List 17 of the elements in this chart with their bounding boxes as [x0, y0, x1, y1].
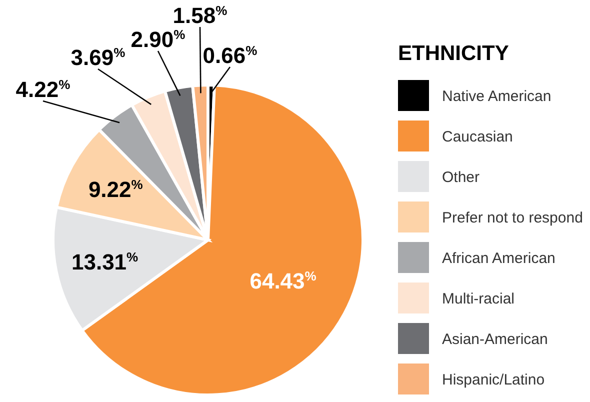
data-label: 3.69$^{%}$ [70, 45, 126, 70]
data-label: 4.22$^{%}$ [16, 77, 71, 102]
legend-label: Other [442, 169, 480, 186]
legend-label: Native American [442, 88, 552, 105]
data-label: 2.90$^{%}$ [130, 27, 186, 52]
data-label: 64.43$^{%}$ [250, 268, 317, 294]
data-label: 1.58$^{%}$ [172, 3, 228, 28]
legend-label: Prefer not to respond [442, 210, 583, 226]
legend-title: ETHNICITY [398, 42, 509, 65]
data-label: 0.66$^{%}$ [202, 43, 258, 68]
legend-label: Multi-racial [442, 290, 515, 308]
data-label: 9.22$^{%}$ [88, 177, 144, 202]
legend-label: Caucasian [442, 128, 513, 146]
legend-label: African American [442, 250, 556, 267]
legend-label: Hispanic/Latino [442, 372, 545, 388]
legend-label: Asian-American [442, 331, 548, 348]
data-label: 13.31$^{%}$ [71, 249, 139, 274]
